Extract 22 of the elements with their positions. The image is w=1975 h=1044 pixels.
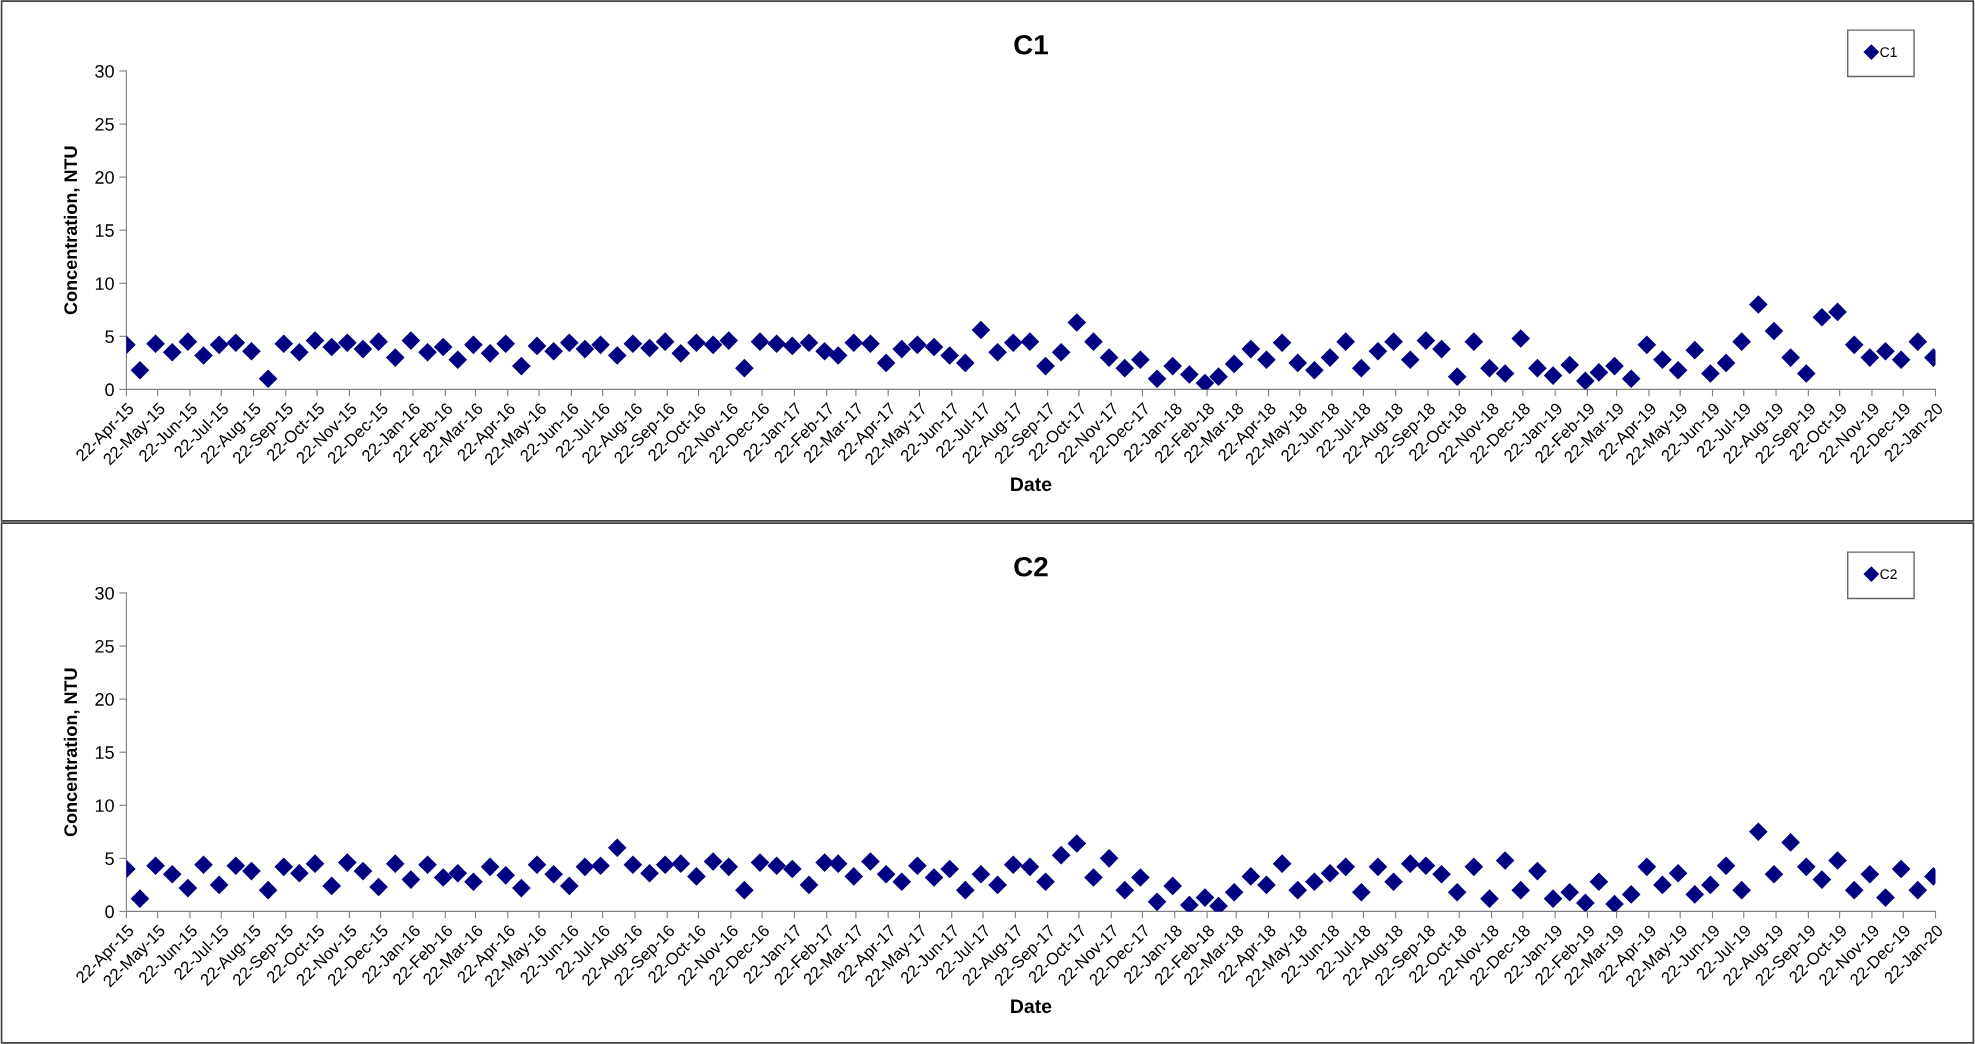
y-tick-label: 25 xyxy=(95,118,114,131)
y-tick-label: 0 xyxy=(105,905,114,919)
y-tick-label: 10 xyxy=(95,277,114,290)
y-tick-label: 30 xyxy=(95,586,114,600)
y-tick-label: 15 xyxy=(95,746,114,759)
y-tick-label: 25 xyxy=(95,640,114,653)
x-axis-title: Date xyxy=(1011,477,1052,492)
chart-title: C2 xyxy=(1014,556,1048,577)
y-axis-title: Concentration, NTU xyxy=(63,146,80,315)
y-tick-label: 5 xyxy=(105,330,114,344)
legend-label: C2 xyxy=(1880,569,1897,580)
legend-label: C1 xyxy=(1880,47,1897,58)
y-tick-label: 0 xyxy=(105,383,114,397)
y-tick-label: 15 xyxy=(95,224,114,237)
y-tick-label: 5 xyxy=(105,852,114,866)
y-axis-title: Concentration, NTU xyxy=(63,668,80,837)
y-tick-label: 30 xyxy=(95,64,114,78)
y-tick-label: 20 xyxy=(95,171,114,184)
x-axis-title: Date xyxy=(1011,999,1052,1014)
y-tick-label: 10 xyxy=(95,799,114,812)
y-tick-label: 20 xyxy=(95,693,114,706)
chart-title: C1 xyxy=(1014,34,1048,55)
